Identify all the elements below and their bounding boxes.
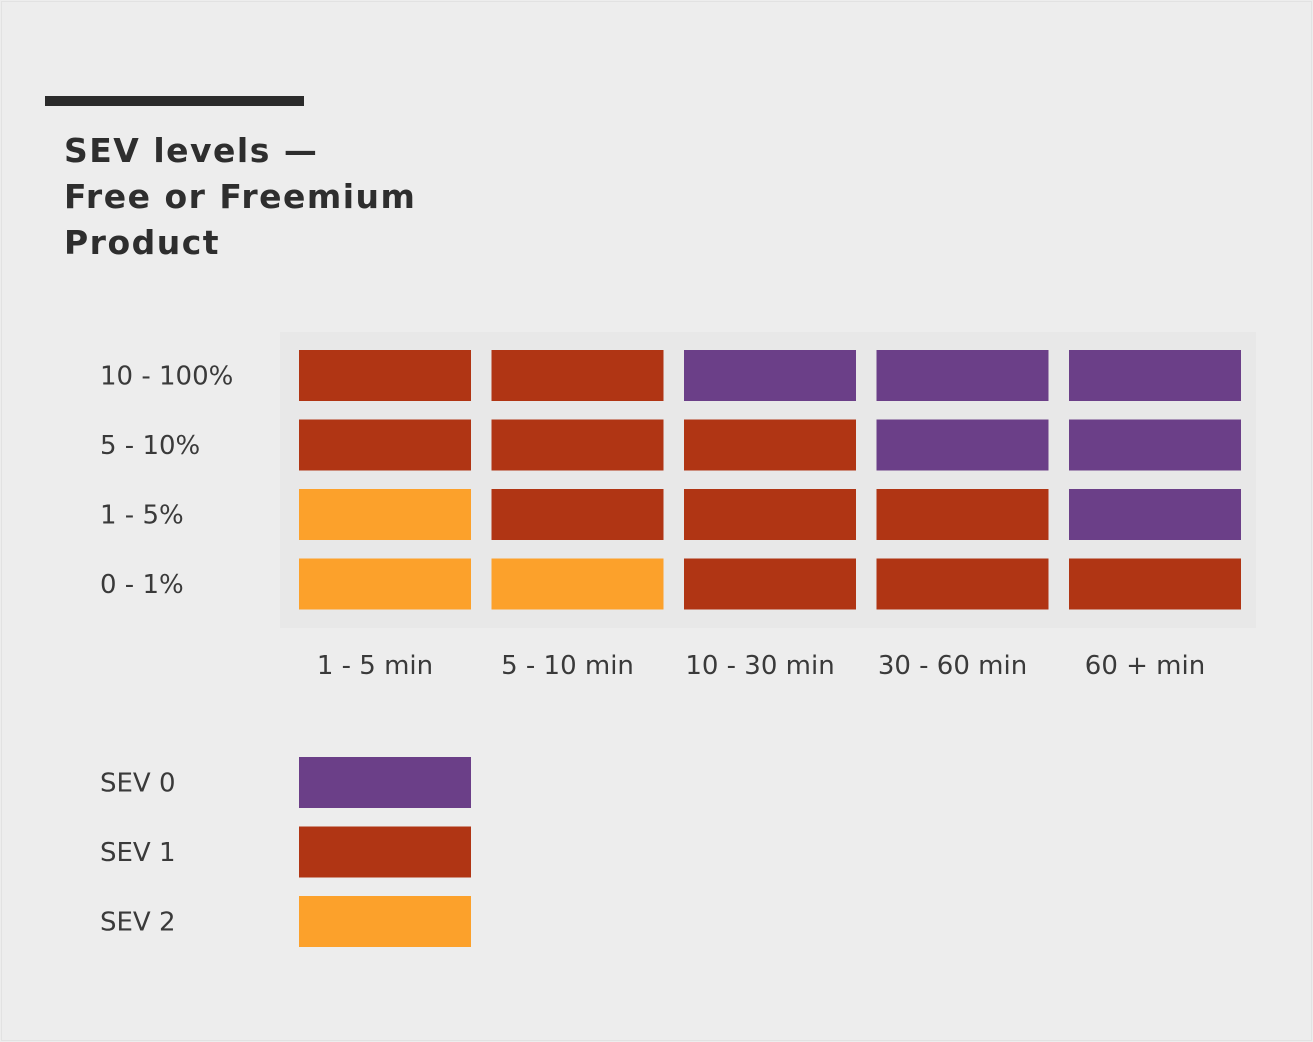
legend-label: SEV 1	[100, 838, 176, 868]
heatmap-cell	[876, 489, 1049, 540]
column-label: 10 - 30 min	[685, 651, 834, 681]
heatmap-cell	[1069, 489, 1241, 540]
column-label: 5 - 10 min	[501, 651, 634, 681]
heatmap-cell	[876, 419, 1049, 471]
column-label: 30 - 60 min	[878, 651, 1027, 681]
legend-label: SEV 0	[100, 769, 176, 799]
heatmap-cell	[491, 350, 664, 401]
heatmap-cell	[684, 350, 856, 401]
legend-swatch	[299, 896, 471, 947]
heatmap-cell	[299, 419, 471, 471]
legend-swatch	[299, 757, 471, 808]
row-label: 1 - 5%	[100, 501, 184, 531]
heatmap-cell	[299, 350, 471, 401]
heatmap-cell	[876, 558, 1049, 610]
heatmap-cell	[1069, 419, 1241, 471]
row-label: 10 - 100%	[100, 362, 233, 392]
heatmap-cell	[684, 489, 856, 540]
legend-swatch	[299, 826, 471, 878]
heatmap-cell	[1069, 558, 1241, 610]
heatmap-cell	[684, 419, 856, 471]
heatmap-cell	[684, 558, 856, 610]
column-label: 1 - 5 min	[317, 651, 433, 681]
heatmap-cell	[299, 489, 471, 540]
heatmap-cell	[491, 419, 664, 471]
chart-title-line-1: SEV levels —	[64, 131, 319, 170]
heatmap-cell	[876, 350, 1049, 401]
heatmap-cell	[1069, 350, 1241, 401]
legend-label: SEV 2	[100, 908, 176, 938]
row-label: 0 - 1%	[100, 570, 184, 600]
chart-title: SEV levels — Free or Freemium Product	[64, 128, 416, 266]
heatmap-cell	[491, 558, 664, 610]
title-accent-bar	[45, 96, 304, 106]
chart-title-line-2: Free or Freemium	[64, 177, 417, 216]
chart-title-line-3: Product	[64, 223, 221, 262]
heatmap-cell	[491, 489, 664, 540]
heatmap-cell	[299, 558, 471, 610]
column-label: 60 + min	[1085, 651, 1205, 681]
row-label: 5 - 10%	[100, 431, 200, 461]
